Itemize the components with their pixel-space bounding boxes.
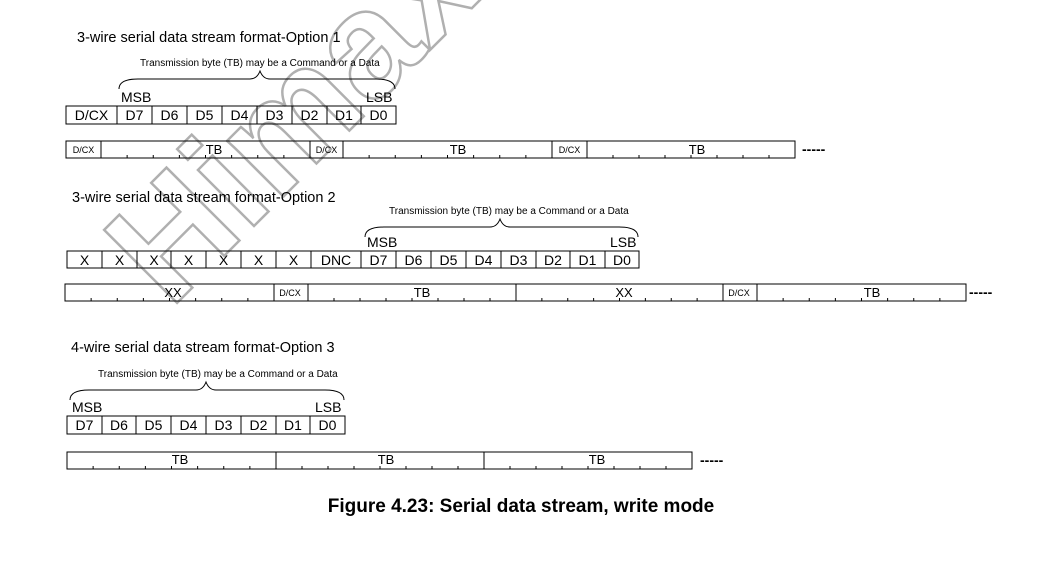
byte-cell-label: X (80, 252, 90, 268)
stream-segment-label: XX (164, 285, 182, 300)
continuation-dashes: ----- (969, 284, 993, 300)
byte-cell-label: D6 (110, 417, 128, 433)
byte-cells: D7 D6 D5 D4 D3 D2 D1 D0 (66, 415, 346, 435)
byte-cell-label: D7 (126, 107, 144, 123)
byte-cell-label: D4 (231, 107, 249, 123)
stream-segment-label: D/CX (728, 288, 750, 298)
byte-cell-label: D1 (284, 417, 302, 433)
msb-label: MSB (367, 234, 397, 250)
stream-segment-label: TB (689, 142, 706, 157)
byte-cell-label: D3 (266, 107, 284, 123)
byte-cell-label: X (219, 252, 229, 268)
tb-note: Transmission byte (TB) may be a Command … (389, 206, 629, 217)
tb-brace (69, 380, 345, 401)
stream-bar: XX D/CX TB XX D/CX TB (64, 283, 967, 302)
stream-segment-label: TB (172, 452, 189, 467)
tb-brace (364, 217, 639, 238)
stream-segment-label: D/CX (73, 145, 95, 155)
byte-cell-label: D2 (544, 252, 562, 268)
tb-note: Transmission byte (TB) may be a Command … (140, 58, 380, 69)
stream-segment-label: TB (864, 285, 881, 300)
msb-label: MSB (72, 399, 102, 415)
section-title: 3-wire serial data stream format-Option … (77, 30, 341, 46)
byte-cell-label: D7 (370, 252, 388, 268)
section-option-1: 3-wire serial data stream format-Option … (65, 30, 826, 159)
byte-cell-label: D1 (579, 252, 597, 268)
section-title: 3-wire serial data stream format-Option … (72, 190, 336, 206)
stream-segment-label: XX (615, 285, 633, 300)
byte-cell-label: D2 (250, 417, 268, 433)
stream-segment-label: TB (414, 285, 431, 300)
byte-cell-label: D1 (335, 107, 353, 123)
byte-cell-label: D5 (145, 417, 163, 433)
byte-cell-label: X (254, 252, 264, 268)
byte-cell-label: D0 (319, 417, 337, 433)
byte-cell-label: D3 (215, 417, 233, 433)
lsb-label: LSB (610, 234, 636, 250)
section-title: 4-wire serial data stream format-Option … (71, 340, 335, 356)
byte-cells: X X X X X X X DNC D7 D6 D5 D4 D3 D2 D1 D… (66, 250, 640, 269)
stream-bar: D/CX TB D/CX TB D/CX TB (65, 140, 796, 159)
byte-cell-label: D5 (440, 252, 458, 268)
byte-cell-label: D0 (613, 252, 631, 268)
byte-cell-label: D7 (76, 417, 94, 433)
stream-segment-label: D/CX (316, 145, 338, 155)
byte-cell-label: D3 (510, 252, 528, 268)
stream-bar: TB TB TB (66, 451, 693, 470)
byte-cell-label: D/CX (75, 107, 109, 123)
lsb-label: LSB (366, 89, 392, 105)
byte-cell-label: D0 (370, 107, 388, 123)
byte-cell-label: D6 (405, 252, 423, 268)
lsb-label: LSB (315, 399, 341, 415)
section-option-2: 3-wire serial data stream format-Option … (64, 190, 993, 302)
byte-cell-label: D4 (180, 417, 198, 433)
byte-cell-label: D5 (196, 107, 214, 123)
stream-segment-label: TB (589, 452, 606, 467)
tb-note: Transmission byte (TB) may be a Command … (98, 369, 338, 380)
byte-cell-label: X (184, 252, 194, 268)
byte-cell-label: D6 (161, 107, 179, 123)
continuation-dashes: ----- (700, 452, 724, 468)
watermark-text: Himax Co. Do Not (74, 0, 1056, 333)
figure-caption: Figure 4.23: Serial data stream, write m… (327, 496, 715, 517)
continuation-dashes: ----- (802, 141, 826, 157)
byte-cell-label: D2 (301, 107, 319, 123)
stream-segment-label: TB (378, 452, 395, 467)
byte-cell-label: X (149, 252, 159, 268)
watermark: Himax Co. Do Not (73, 0, 1056, 334)
stream-segment-label: TB (206, 142, 223, 157)
msb-label: MSB (121, 89, 151, 105)
byte-cell-label: X (289, 252, 299, 268)
byte-cell-label: X (115, 252, 125, 268)
section-option-3: 4-wire serial data stream format-Option … (66, 340, 724, 470)
stream-segment-label: D/CX (559, 145, 581, 155)
stream-segment-label: D/CX (279, 288, 301, 298)
byte-cell-label: DNC (321, 252, 351, 268)
byte-cells: D/CX D7 D6 D5 D4 D3 D2 D1 D0 (65, 105, 397, 125)
stream-segment-label: TB (450, 142, 467, 157)
byte-cell-label: D4 (475, 252, 493, 268)
tb-brace (118, 69, 396, 90)
